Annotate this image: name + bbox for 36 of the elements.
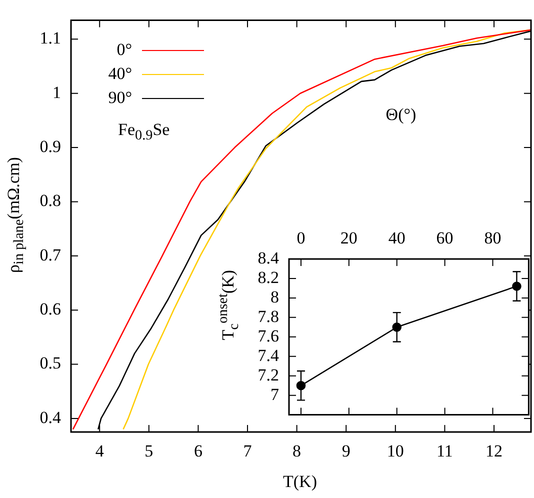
x-tick-label: 4 <box>95 442 104 461</box>
legend-label: 0° <box>116 40 132 60</box>
legend-label: 90° <box>107 88 132 108</box>
x-tick-label: 9 <box>342 442 350 461</box>
x-axis-title: T(K) <box>283 472 317 492</box>
y-tick-label: 1.1 <box>40 28 61 48</box>
y-tick-label: 7.2 <box>258 365 279 384</box>
x-tick-label: 40 <box>388 228 406 248</box>
y-tick-label: 1 <box>52 82 61 102</box>
x-tick-label: 10 <box>386 442 404 461</box>
y-tick-label: 0.9 <box>40 137 61 156</box>
x-tick-label: 5 <box>144 442 154 461</box>
x-tick-label: 0 <box>296 228 306 248</box>
x-tick-label: 7 <box>243 442 252 461</box>
y-tick-label: 0.5 <box>40 354 61 373</box>
x-tick-label: 8 <box>292 442 302 461</box>
x-axis-title: Θ(°) <box>386 105 416 125</box>
y-tick-label: 8.2 <box>258 268 279 287</box>
y-tick-label: 0.7 <box>40 245 62 264</box>
y-tick-label: 7.8 <box>258 306 279 326</box>
y-tick-label: 7 <box>270 384 280 404</box>
y-tick-label: 7.4 <box>258 346 280 365</box>
x-tick-label: 60 <box>436 228 454 248</box>
x-tick-label: 20 <box>340 228 358 248</box>
y-tick-label: 0.6 <box>40 300 61 319</box>
y-tick-label: 8 <box>270 287 279 306</box>
annotation: Fe$_{0.9}$Se <box>118 120 170 144</box>
y-tick-label: 0.8 <box>40 191 61 210</box>
x-tick-label: 12 <box>486 442 503 461</box>
x-tick-label: 11 <box>436 442 453 461</box>
y-tick-label: 8.4 <box>258 248 280 268</box>
legend-label: 40° <box>107 64 132 84</box>
y-tick-label: 0.4 <box>40 408 62 427</box>
y-tick-label: 7.6 <box>258 326 279 346</box>
x-tick-label: 80 <box>484 228 502 248</box>
x-tick-label: 6 <box>194 442 202 461</box>
